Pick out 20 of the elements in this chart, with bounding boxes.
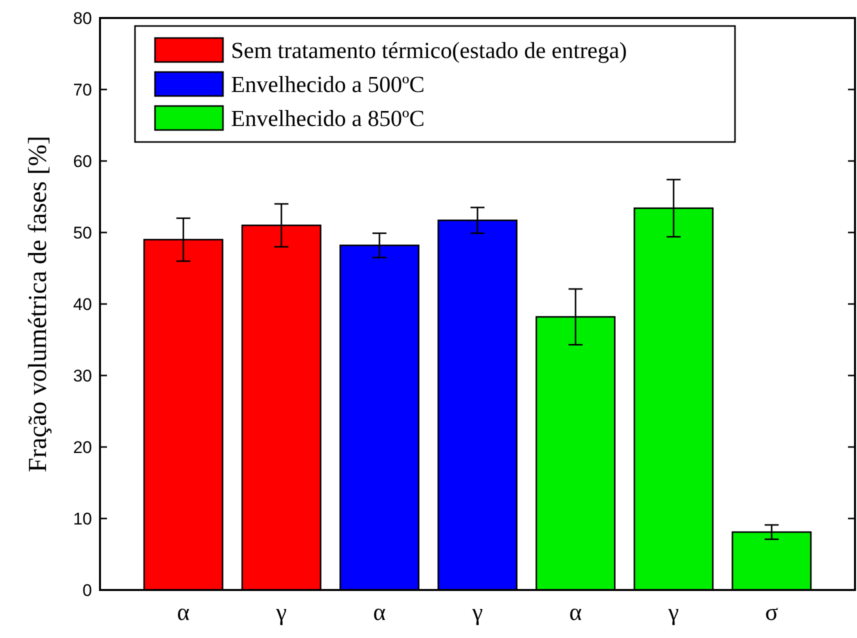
x-tick-label: α xyxy=(177,600,190,626)
legend-label: Sem tratamento térmico(estado de entrega) xyxy=(231,38,627,64)
y-tick-label: 80 xyxy=(73,8,92,28)
y-tick-label: 40 xyxy=(73,294,92,314)
y-tick-label: 70 xyxy=(73,80,92,100)
legend-label: Envelhecido a 500ºC xyxy=(231,72,425,98)
x-tick-label: σ xyxy=(765,600,778,626)
x-tick-label: α xyxy=(373,600,386,626)
y-tick-label: 0 xyxy=(82,580,92,600)
x-tick-label: γ xyxy=(667,600,680,626)
legend-label: Envelhecido a 850ºC xyxy=(231,106,425,132)
y-tick-label: 20 xyxy=(73,438,92,457)
x-tick-label: γ xyxy=(471,600,484,626)
y-tick-label: 10 xyxy=(73,509,92,528)
x-tick-label: α xyxy=(569,600,582,626)
y-tick-label: 50 xyxy=(73,223,92,242)
y-tick-label: 30 xyxy=(73,366,92,386)
y-axis-title: Fração volumétrica de fases [%] xyxy=(23,136,52,472)
x-tick-label: γ xyxy=(275,600,288,626)
y-tick-label: 60 xyxy=(73,152,92,171)
